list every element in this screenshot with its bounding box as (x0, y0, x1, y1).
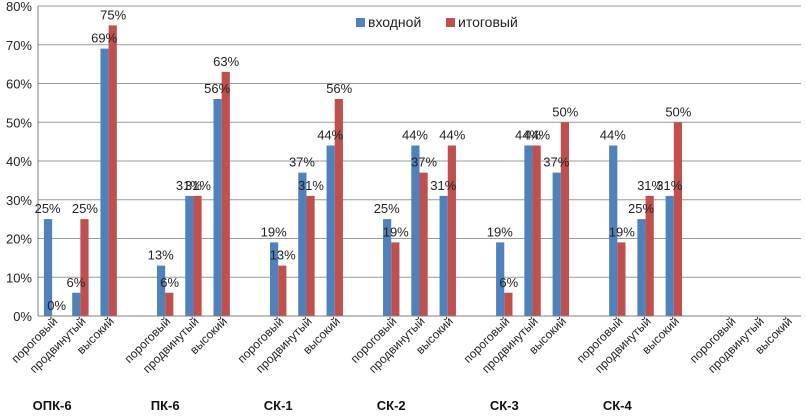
data-label: 19% (261, 224, 287, 239)
bar-input (609, 145, 618, 316)
data-label: 31% (656, 178, 682, 193)
data-label: 6% (160, 275, 179, 290)
bar-final (532, 145, 541, 316)
group-label: ОПК-6 (33, 398, 72, 413)
bar-final (645, 195, 654, 316)
bar-final (419, 172, 428, 316)
data-label: 31% (298, 178, 324, 193)
bar-final (80, 219, 89, 316)
y-tick-label: 70% (6, 38, 32, 53)
y-tick-label: 50% (6, 115, 32, 130)
data-label: 75% (100, 7, 126, 22)
bar-input (326, 145, 335, 316)
y-tick-label: 60% (6, 77, 32, 92)
bar-final (617, 242, 626, 316)
legend-swatch (356, 18, 365, 27)
data-label: 37% (543, 155, 569, 170)
data-label: 44% (439, 128, 465, 143)
group-label: СК-1 (264, 398, 293, 413)
bar-input (213, 99, 222, 316)
data-label: 13% (270, 248, 296, 263)
bar-input (43, 219, 53, 316)
data-labels: 25%6%69%13%31%56%19%37%44%25%44%31%19%44… (35, 7, 692, 313)
bar-input (270, 242, 279, 316)
y-tick-label: 40% (6, 154, 32, 169)
bar-input (156, 265, 166, 316)
data-label: 19% (609, 224, 635, 239)
y-tick-label: 10% (6, 270, 32, 285)
data-label: 19% (383, 224, 409, 239)
bar-input (496, 242, 505, 316)
data-label: 6% (66, 275, 85, 290)
data-label: 31% (176, 178, 202, 193)
y-tick-label: 80% (6, 0, 32, 14)
data-label: 37% (289, 155, 315, 170)
bar-final (560, 122, 569, 316)
data-label: 44% (402, 128, 428, 143)
bar-input (411, 145, 420, 316)
legend: входной итоговый (356, 14, 518, 30)
data-label: 31% (637, 178, 663, 193)
data-label: 19% (487, 224, 513, 239)
bar-final (391, 242, 400, 316)
data-label: 50% (552, 104, 578, 119)
bar-input (383, 219, 392, 316)
data-label: 44% (524, 128, 550, 143)
bar-final (193, 195, 202, 316)
y-tick-labels: 0% 10% 20% 30% 40% 50% 60% 70% 80% (6, 0, 32, 324)
bars (43, 25, 683, 316)
data-label: 13% (148, 248, 174, 263)
data-label: 0% (47, 298, 66, 313)
y-tick-label: 0% (13, 309, 32, 324)
data-label: 25% (72, 201, 98, 216)
bar-input (665, 195, 674, 316)
data-label: 31% (185, 178, 211, 193)
bar-final (447, 145, 456, 316)
data-label: 63% (213, 54, 239, 69)
bar-input (100, 48, 109, 316)
bar-input (552, 172, 561, 316)
bar-final (673, 122, 683, 316)
y-tick-label: 20% (6, 232, 32, 247)
data-label: 50% (665, 104, 691, 119)
legend-label: итоговый (458, 14, 518, 30)
group-label: ПК-6 (151, 398, 180, 413)
bar-final (306, 195, 315, 316)
data-label: 37% (411, 155, 437, 170)
bar-final (278, 265, 287, 316)
data-label: 6% (499, 275, 518, 290)
bar-input (298, 172, 307, 316)
bar-final (334, 99, 343, 316)
bar-final (108, 25, 117, 316)
data-label: 25% (35, 201, 61, 216)
data-label: 44% (515, 128, 541, 143)
bar-input (637, 219, 646, 316)
data-label: 69% (91, 31, 117, 46)
bar-input (185, 195, 194, 316)
legend-swatch (446, 18, 455, 27)
bar-final (221, 71, 230, 316)
y-tick-label: 30% (6, 193, 32, 208)
bar-input (439, 195, 448, 316)
bar-input (72, 292, 81, 316)
group-labels: ОПК-6 ПК-6 СК-1 СК-2 СК-3 СК-4 (33, 398, 633, 413)
bar-final (165, 292, 174, 316)
axes (37, 6, 801, 317)
data-label: 44% (600, 128, 626, 143)
data-label: 31% (430, 178, 456, 193)
group-label: СК-4 (603, 398, 633, 413)
data-label: 56% (326, 81, 352, 96)
legend-label: входной (368, 14, 421, 30)
bar-input (524, 145, 533, 316)
data-label: 44% (317, 128, 343, 143)
data-label: 25% (374, 201, 400, 216)
bar-final (504, 292, 513, 316)
data-label: 25% (628, 201, 654, 216)
group-label: СК-3 (490, 398, 519, 413)
data-label: 56% (204, 81, 230, 96)
group-label: СК-2 (377, 398, 406, 413)
